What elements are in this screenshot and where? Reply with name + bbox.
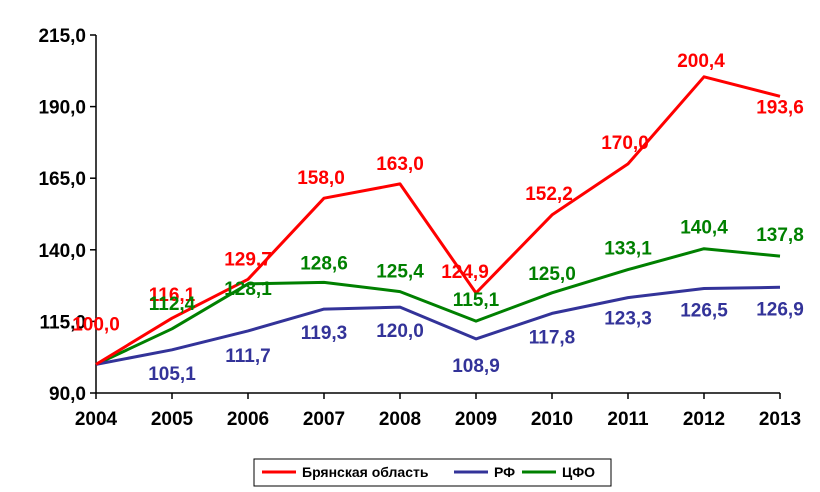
x-tick-label: 2009	[455, 409, 497, 430]
legend-label: ЦФО	[562, 464, 595, 480]
data-label: 111,7	[225, 346, 270, 367]
data-label: 163,0	[376, 154, 424, 175]
x-axis-ticks: 2004 2005 2006 2007 2008 2009 2010 2011 2012 2013	[75, 393, 801, 430]
data-label: 158,0	[297, 168, 345, 189]
x-tick-label: 2011	[607, 409, 649, 430]
data-label: 170,0	[601, 133, 649, 154]
data-label: 193,6	[756, 97, 804, 118]
legend-label: РФ	[494, 464, 515, 480]
data-label: 119,3	[301, 323, 348, 344]
data-label: 126,9	[756, 299, 804, 320]
series-line-2	[96, 249, 780, 365]
data-label: 137,8	[756, 225, 804, 246]
x-tick-label: 2005	[151, 409, 194, 430]
data-label: 125,4	[376, 262, 424, 283]
data-label: 129,7	[224, 249, 272, 270]
data-label: 108,9	[452, 356, 500, 377]
x-tick-label: 2013	[759, 409, 801, 430]
data-label: 115,1	[453, 290, 500, 311]
series-line-1	[96, 287, 780, 364]
legend-label: Брянская область	[302, 464, 429, 480]
data-label: 100,0	[72, 314, 120, 335]
data-label: 120,0	[376, 321, 424, 342]
data-label: 133,1	[604, 239, 652, 260]
x-tick-label: 2010	[531, 409, 573, 430]
series-lines	[96, 77, 780, 365]
data-label: 126,5	[680, 300, 728, 321]
data-label: 200,4	[677, 51, 725, 72]
x-tick-label: 2006	[227, 409, 269, 430]
y-tick-label: 90,0	[49, 384, 86, 405]
x-tick-label: 2004	[75, 409, 118, 430]
y-tick-label: 165,0	[38, 169, 86, 190]
data-label: 152,2	[525, 184, 573, 205]
y-tick-label: 140,0	[38, 241, 86, 262]
legend: Брянская область РФ ЦФО	[254, 459, 611, 486]
x-tick-label: 2008	[379, 409, 421, 430]
data-label: 125,0	[528, 264, 576, 285]
series-line-0	[96, 77, 780, 365]
data-label: 112,4	[149, 294, 196, 315]
x-tick-label: 2012	[683, 409, 725, 430]
y-tick-label: 215,0	[38, 26, 86, 47]
data-label: 128,1	[224, 279, 272, 300]
data-labels: 100,0116,1129,7158,0163,0124,9152,2170,0…	[72, 51, 804, 385]
data-label: 123,3	[604, 309, 652, 330]
y-tick-label: 190,0	[38, 98, 86, 119]
axes	[96, 35, 780, 393]
data-label: 124,9	[441, 262, 489, 283]
data-label: 140,4	[680, 218, 728, 239]
x-tick-label: 2007	[303, 409, 345, 430]
data-label: 105,1	[148, 364, 196, 385]
data-label: 117,8	[529, 327, 576, 348]
data-label: 128,6	[300, 253, 348, 274]
